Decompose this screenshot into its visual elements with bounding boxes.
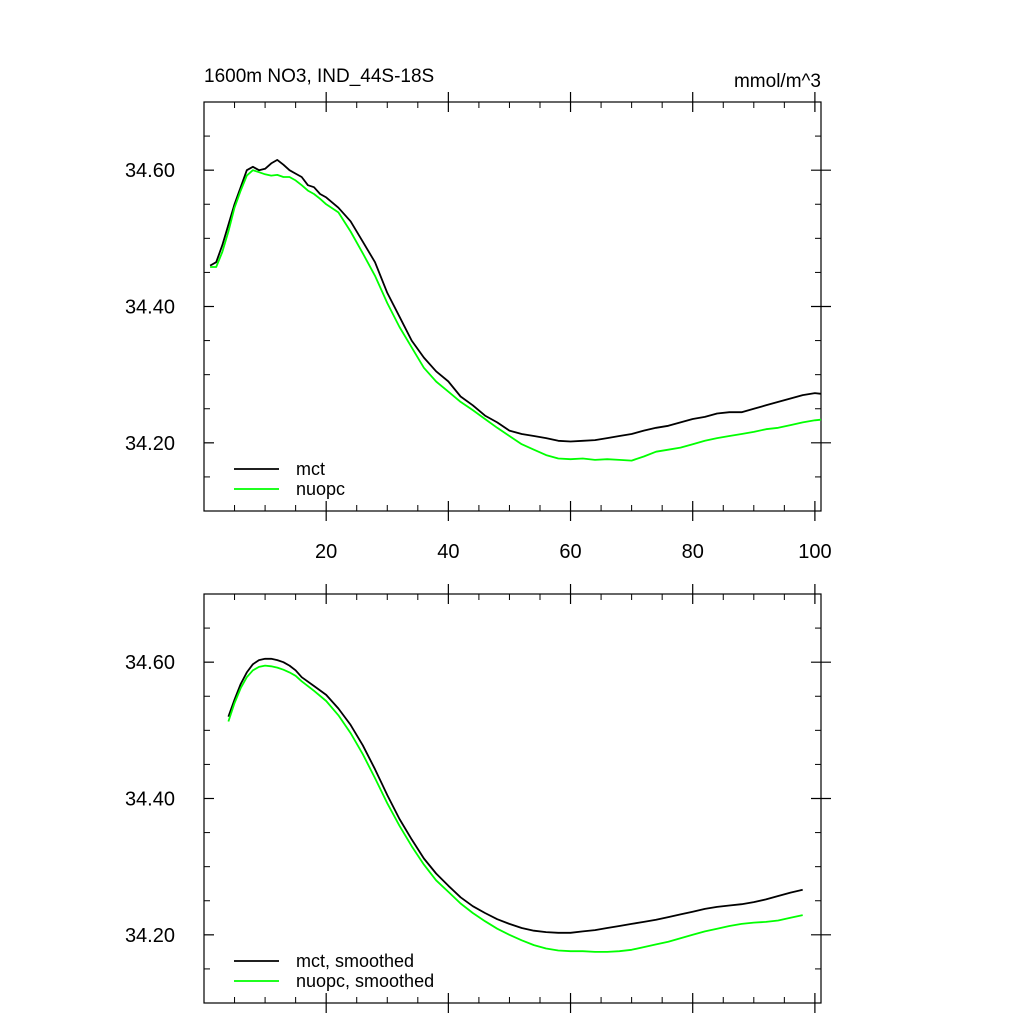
x-tick-label: 20 xyxy=(315,541,337,563)
y-tick-label: 34.20 xyxy=(125,925,175,947)
y-tick-label: 34.40 xyxy=(125,789,175,811)
x-tick-label: 40 xyxy=(437,541,459,563)
series-line-nuopc xyxy=(210,169,822,462)
legend-label: mct, smoothed xyxy=(296,951,414,971)
legend-label: mct xyxy=(296,459,325,479)
plot-frame xyxy=(203,593,822,1004)
series-line-mct xyxy=(209,158,822,443)
units-label: mmol/m^3 xyxy=(734,71,821,92)
plot-frame xyxy=(203,101,822,512)
y-tick-label: 34.60 xyxy=(125,160,175,182)
x-tick-label: 100 xyxy=(798,541,831,563)
legend-label: nuopc, smoothed xyxy=(296,971,434,991)
top-panel: 34.20 34.40 34.60 20 40 60 80 100 1600m NO3, IND… xyxy=(125,66,832,563)
y-tick-label: 34.60 xyxy=(125,652,175,674)
x-tick-label: 80 xyxy=(682,541,704,563)
y-tick-label: 34.20 xyxy=(125,433,175,455)
x-tick-label: 60 xyxy=(559,541,581,563)
series-line-mct-smoothed xyxy=(227,657,803,934)
legend-label: nuopc xyxy=(296,479,345,499)
y-tick-label: 34.40 xyxy=(125,297,175,319)
series-line-nuopc-smoothed xyxy=(227,664,803,953)
chart-title: 1600m NO3, IND_44S-18S xyxy=(204,66,434,87)
